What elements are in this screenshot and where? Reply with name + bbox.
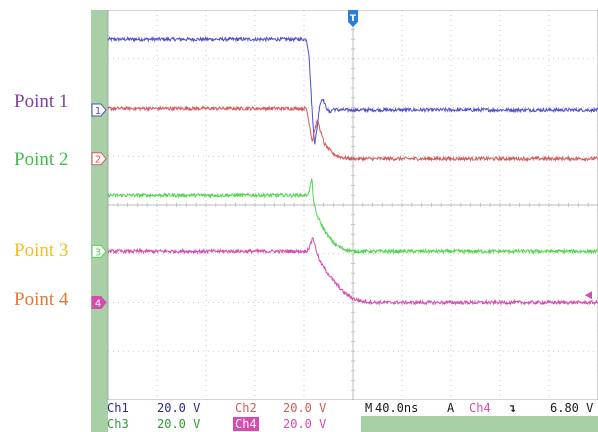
falling-edge-icon: ↴ (509, 401, 517, 415)
channel-marker-ch3 (91, 244, 107, 258)
trigger-position-marker (348, 10, 358, 27)
channel-marker-label-ch1: 1 (95, 106, 101, 117)
trigger-mode: A (447, 401, 455, 415)
channel-marker-ch2 (91, 152, 107, 166)
ch4-scale: 20.0 V (283, 417, 327, 431)
ch4-name: Ch4 (233, 417, 259, 431)
ch3-scale: 20.0 V (157, 417, 201, 431)
timebase: 40.0ns (375, 401, 419, 415)
trace-ch2 (107, 105, 598, 163)
status-box-timebase (361, 400, 598, 416)
point2-label: Point 2 (14, 149, 69, 170)
ch1-name: Ch1 (107, 401, 129, 415)
ch3-name: Ch3 (107, 417, 129, 431)
trigger-level: 6.80 V (550, 401, 594, 415)
trigger-source: Ch4 (469, 401, 491, 415)
timebase-prefix: M (365, 401, 373, 415)
ch2-name: Ch2 (235, 401, 257, 415)
channel-marker-ch1 (91, 103, 107, 117)
channel-marker-label-ch4: 4 (95, 299, 101, 310)
trace-ch4 (107, 237, 598, 306)
ch1-scale: 20.0 V (157, 401, 201, 415)
trace-ch1 (107, 35, 598, 145)
channel-marker-ch4 (91, 296, 107, 309)
oscilloscope-frame: 1 2 3 4 T Ch1 20.0 V Ch2 20.0 V M 40.0ns A C… (91, 10, 598, 432)
point4-label: Point 4 (14, 289, 69, 310)
trigger-marker-label: T (350, 14, 357, 24)
point1-label: Point 1 (14, 91, 69, 112)
ch2-scale: 20.0 V (283, 401, 327, 415)
oscilloscope-plot: 1 2 3 4 T (91, 10, 598, 432)
channel-marker-label-ch2: 2 (95, 155, 101, 166)
channel-marker-label-ch3: 3 (95, 247, 101, 258)
trace-ch3 (107, 178, 598, 255)
point3-label: Point 3 (14, 240, 69, 261)
trigger-level-arrow (585, 291, 592, 300)
